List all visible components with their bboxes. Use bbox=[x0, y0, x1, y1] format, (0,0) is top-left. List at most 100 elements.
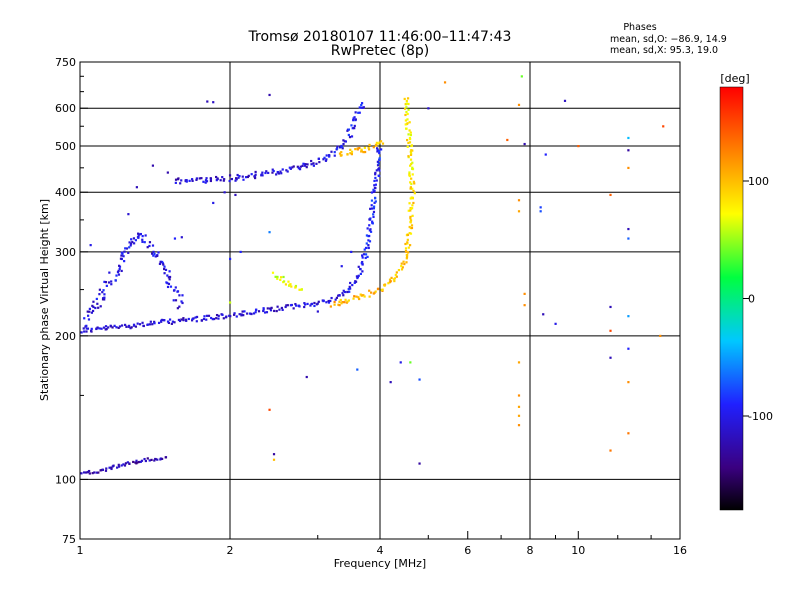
echo-point bbox=[352, 297, 355, 300]
echo-point bbox=[101, 291, 104, 294]
echo-point bbox=[350, 150, 354, 153]
echo-point bbox=[195, 177, 198, 180]
echo-point bbox=[405, 261, 408, 264]
echo-point bbox=[263, 311, 267, 314]
echo-point bbox=[117, 465, 121, 468]
echo-point bbox=[350, 135, 354, 138]
echo-point bbox=[85, 327, 88, 330]
echo-point bbox=[404, 127, 408, 130]
echo-point bbox=[80, 472, 83, 475]
echo-point bbox=[223, 191, 226, 194]
echo-point bbox=[305, 375, 308, 379]
echo-point bbox=[411, 187, 414, 190]
echo-point bbox=[281, 308, 284, 311]
echo-point bbox=[405, 99, 408, 103]
echo-point bbox=[164, 456, 167, 459]
echo-point bbox=[408, 141, 412, 144]
echo-point bbox=[265, 170, 268, 173]
echo-point bbox=[125, 247, 128, 250]
y-tick-label: 300 bbox=[55, 246, 76, 259]
echo-point bbox=[323, 156, 326, 159]
echo-point bbox=[128, 241, 131, 244]
echo-point bbox=[103, 293, 106, 296]
echo-point bbox=[374, 200, 377, 203]
echo-point bbox=[627, 237, 630, 240]
echo-point bbox=[113, 324, 116, 327]
echo-point bbox=[87, 314, 90, 317]
echo-point bbox=[162, 263, 165, 266]
echo-point bbox=[86, 327, 90, 330]
echo-point bbox=[280, 172, 283, 175]
echo-point bbox=[163, 319, 166, 322]
echo-point bbox=[350, 153, 354, 156]
echo-point bbox=[404, 103, 407, 106]
echo-point bbox=[93, 471, 96, 474]
echo-point bbox=[286, 304, 289, 307]
echo-point bbox=[355, 275, 359, 278]
echo-point bbox=[349, 287, 352, 290]
echo-point bbox=[410, 226, 414, 230]
echo-point bbox=[363, 146, 366, 149]
echo-point bbox=[268, 307, 272, 310]
echo-point bbox=[404, 242, 407, 246]
echo-point bbox=[375, 141, 378, 144]
echo-point bbox=[375, 144, 378, 147]
echo-point bbox=[161, 260, 164, 264]
echo-point bbox=[164, 268, 168, 272]
echo-point bbox=[368, 295, 371, 298]
echo-point bbox=[378, 149, 381, 152]
echo-point bbox=[374, 183, 377, 186]
echo-point bbox=[367, 244, 370, 247]
echo-point bbox=[373, 196, 377, 199]
echo-point bbox=[374, 173, 377, 176]
echo-point bbox=[407, 102, 410, 106]
x-axis-label: Frequency [MHz] bbox=[334, 557, 426, 570]
echo-point bbox=[350, 250, 353, 254]
echo-point bbox=[609, 329, 612, 332]
echo-point bbox=[400, 262, 403, 265]
echo-point bbox=[182, 319, 185, 322]
echo-point bbox=[288, 166, 291, 169]
echo-point bbox=[129, 244, 132, 247]
echo-point bbox=[627, 432, 630, 435]
echo-point bbox=[88, 472, 91, 475]
echo-point bbox=[409, 133, 412, 137]
y-tick-label: 750 bbox=[55, 56, 76, 69]
echo-point bbox=[205, 177, 208, 180]
echo-point bbox=[280, 276, 283, 279]
echo-point bbox=[357, 296, 360, 299]
echo-point bbox=[105, 284, 108, 287]
echo-point bbox=[403, 262, 406, 266]
echo-point bbox=[207, 314, 211, 317]
echo-point bbox=[115, 274, 118, 277]
echo-point bbox=[143, 457, 146, 461]
echo-point bbox=[120, 324, 124, 327]
echo-point bbox=[265, 311, 269, 314]
chart-subtitle: RwPretec (8p) bbox=[331, 43, 429, 59]
echo-point bbox=[410, 182, 413, 186]
echo-point bbox=[407, 246, 410, 249]
echo-point bbox=[337, 294, 340, 297]
echo-point bbox=[517, 210, 521, 213]
echo-point bbox=[272, 458, 276, 461]
echo-point bbox=[144, 459, 147, 463]
echo-point bbox=[146, 246, 149, 249]
echo-point bbox=[273, 309, 276, 313]
echo-point bbox=[219, 179, 222, 182]
echo-point bbox=[228, 174, 232, 177]
echo-point bbox=[354, 111, 357, 114]
echo-point bbox=[609, 305, 612, 309]
echo-point bbox=[137, 232, 140, 235]
echo-point bbox=[411, 149, 414, 152]
echo-point bbox=[372, 215, 375, 219]
echo-point bbox=[151, 164, 155, 167]
echo-point bbox=[163, 265, 166, 268]
echo-point bbox=[291, 166, 294, 169]
echo-point bbox=[246, 312, 249, 315]
echo-point bbox=[395, 271, 398, 274]
echo-point bbox=[413, 182, 416, 185]
echo-point bbox=[410, 177, 413, 180]
echo-point bbox=[409, 207, 413, 210]
echo-point bbox=[277, 172, 281, 175]
echo-point bbox=[539, 210, 542, 213]
